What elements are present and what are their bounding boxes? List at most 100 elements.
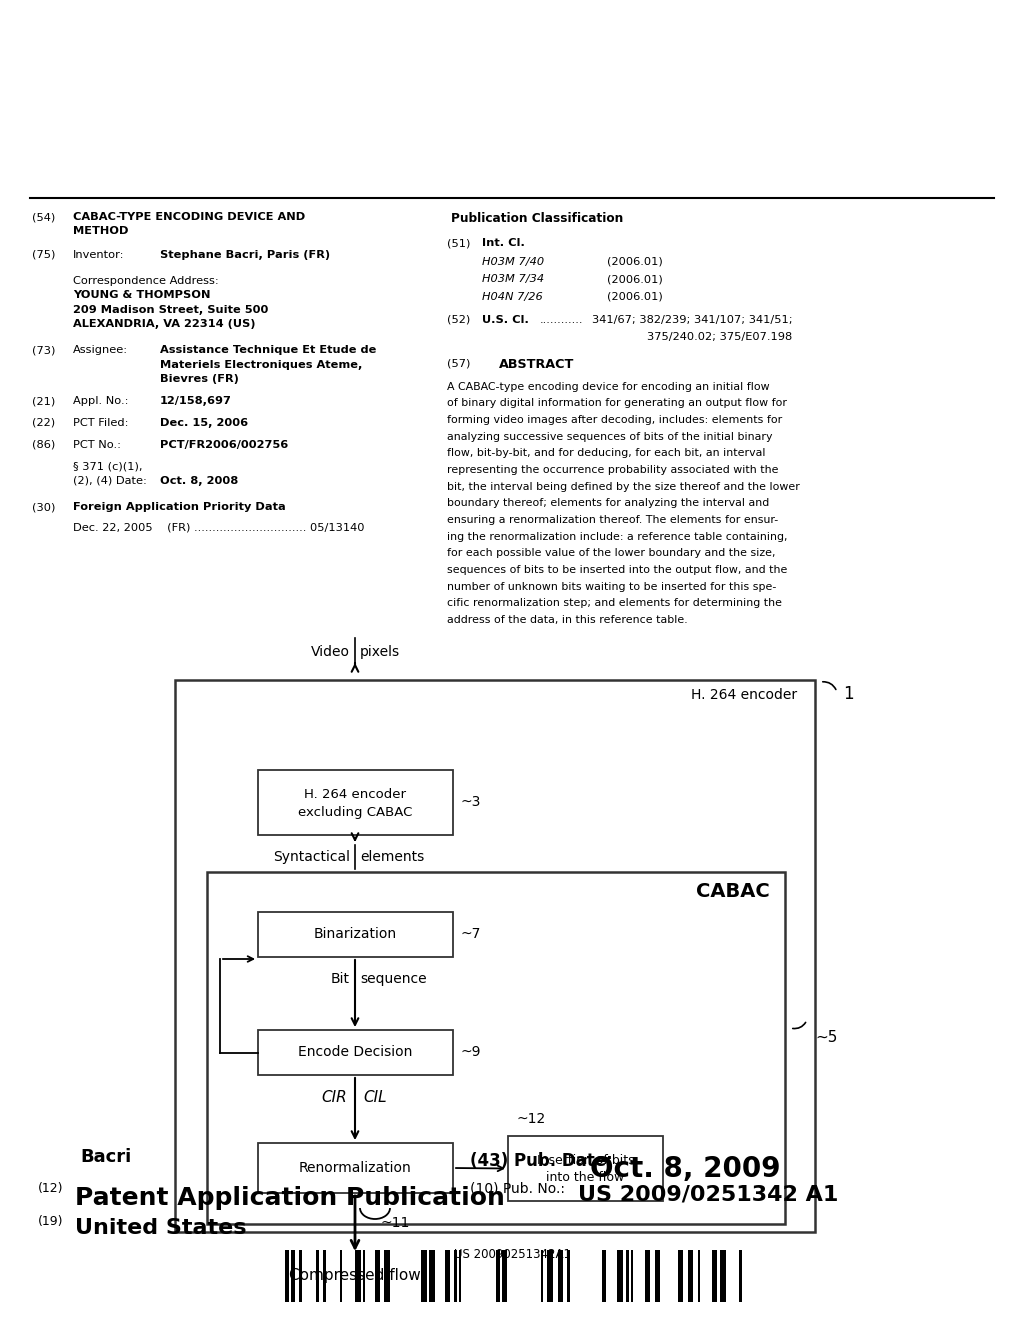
Text: Syntactical: Syntactical [273, 850, 350, 865]
Text: (73): (73) [32, 346, 55, 355]
Text: Inventor:: Inventor: [73, 249, 125, 260]
Bar [617, 1250, 623, 1302]
Bar [375, 1250, 380, 1302]
Text: (52): (52) [447, 315, 470, 325]
Text: Bit: Bit [331, 972, 350, 986]
Text: cific renormalization step; and elements for determining the: cific renormalization step; and elements… [447, 598, 782, 609]
Text: ............: ............ [540, 315, 584, 325]
Text: 12/158,697: 12/158,697 [160, 396, 231, 407]
Text: Assignee:: Assignee: [73, 346, 128, 355]
Bar [547, 1250, 553, 1302]
Bar [720, 1250, 726, 1302]
Text: (19): (19) [38, 1214, 63, 1228]
Bar [258, 770, 453, 836]
Text: H. 264 encoder: H. 264 encoder [691, 688, 797, 702]
Bar [712, 1250, 717, 1302]
Bar [739, 1250, 742, 1302]
Text: address of the data, in this reference table.: address of the data, in this reference t… [447, 615, 688, 626]
Text: (22): (22) [32, 418, 55, 428]
Text: sequence: sequence [360, 972, 427, 986]
Text: for each possible value of the lower boundary and the size,: for each possible value of the lower bou… [447, 548, 775, 558]
Text: ~9: ~9 [461, 1045, 481, 1060]
Text: Dec. 15, 2006: Dec. 15, 2006 [160, 418, 248, 428]
Text: Patent Application Publication: Patent Application Publication [75, 1185, 505, 1210]
Text: METHOD: METHOD [73, 227, 128, 236]
Text: Stephane Bacri, Paris (FR): Stephane Bacri, Paris (FR) [160, 249, 330, 260]
Bar [459, 1250, 461, 1302]
Text: (75): (75) [32, 249, 55, 260]
Text: Video: Video [311, 645, 350, 659]
Text: ensuring a renormalization thereof. The elements for ensur-: ensuring a renormalization thereof. The … [447, 515, 778, 525]
Text: ~12: ~12 [516, 1111, 545, 1126]
Text: (30): (30) [32, 502, 55, 512]
Text: (12): (12) [38, 1181, 63, 1195]
Text: Bievres (FR): Bievres (FR) [160, 375, 239, 384]
Text: CABAC: CABAC [696, 882, 770, 902]
Bar [508, 1137, 663, 1201]
Bar [207, 873, 785, 1224]
Bar [323, 1250, 326, 1302]
Text: U.S. Cl.: U.S. Cl. [482, 315, 528, 325]
Text: 341/67; 382/239; 341/107; 341/51;: 341/67; 382/239; 341/107; 341/51; [592, 315, 793, 325]
Text: Renormalization: Renormalization [299, 1162, 412, 1175]
Bar [631, 1250, 633, 1302]
Text: pixels: pixels [360, 645, 400, 659]
Text: (2006.01): (2006.01) [607, 275, 663, 284]
Text: Foreign Application Priority Data: Foreign Application Priority Data [73, 502, 286, 512]
Bar [541, 1250, 543, 1302]
Text: Int. Cl.: Int. Cl. [482, 238, 525, 248]
Text: ~11: ~11 [380, 1216, 410, 1230]
Text: (2006.01): (2006.01) [607, 292, 663, 302]
Text: forming video images after decoding, includes: elements for: forming video images after decoding, inc… [447, 414, 782, 425]
Text: H03M 7/40: H03M 7/40 [482, 257, 544, 267]
Text: number of unknown bits waiting to be inserted for this spe-: number of unknown bits waiting to be ins… [447, 582, 776, 591]
Text: United States: United States [75, 1218, 247, 1238]
Text: Assistance Technique Et Etude de: Assistance Technique Et Etude de [160, 346, 377, 355]
Text: Oct. 8, 2008: Oct. 8, 2008 [160, 477, 239, 486]
Text: PCT Filed:: PCT Filed: [73, 418, 128, 428]
Bar [384, 1250, 390, 1302]
Bar [445, 1250, 450, 1302]
Text: analyzing successive sequences of bits of the initial binary: analyzing successive sequences of bits o… [447, 432, 772, 442]
Bar [688, 1250, 693, 1302]
Text: US 20090251342A1: US 20090251342A1 [454, 1247, 570, 1261]
Text: (10) Pub. No.:: (10) Pub. No.: [470, 1181, 565, 1196]
Text: A CABAC-type encoding device for encoding an initial flow: A CABAC-type encoding device for encodin… [447, 381, 770, 392]
Text: of binary digital information for generating an output flow for: of binary digital information for genera… [447, 399, 787, 408]
Bar [316, 1250, 319, 1302]
Bar [645, 1250, 650, 1302]
Text: Encode Decision: Encode Decision [298, 1045, 413, 1060]
Text: elements: elements [360, 850, 424, 865]
Text: PCT No.:: PCT No.: [73, 440, 121, 450]
Text: § 371 (c)(1),: § 371 (c)(1), [73, 462, 142, 471]
Text: Publication Classification: Publication Classification [451, 213, 624, 224]
Text: CIR: CIR [322, 1089, 347, 1105]
Bar [558, 1250, 563, 1302]
Bar [698, 1250, 700, 1302]
Text: ing the renormalization include: a reference table containing,: ing the renormalization include: a refer… [447, 532, 787, 541]
Bar [496, 1250, 500, 1302]
Text: ~5: ~5 [815, 1031, 838, 1045]
Bar [299, 1250, 302, 1302]
Text: Dec. 22, 2005    (FR) ............................... 05/13140: Dec. 22, 2005 (FR) .....................… [73, 523, 365, 532]
Text: bit, the interval being defined by the size thereof and the lower: bit, the interval being defined by the s… [447, 482, 800, 491]
Bar [421, 1250, 427, 1302]
Bar [175, 680, 815, 1232]
Text: (43) Pub. Date:: (43) Pub. Date: [470, 1152, 612, 1170]
Text: Appl. No.:: Appl. No.: [73, 396, 128, 407]
Text: ABSTRACT: ABSTRACT [500, 359, 574, 371]
Text: H03M 7/34: H03M 7/34 [482, 275, 544, 284]
Text: H04N 7/26: H04N 7/26 [482, 292, 543, 302]
Text: 375/240.02; 375/E07.198: 375/240.02; 375/E07.198 [647, 333, 793, 342]
Text: CIL: CIL [362, 1089, 387, 1105]
Text: Correspondence Address:: Correspondence Address: [73, 276, 219, 286]
Bar [285, 1250, 289, 1302]
Text: Binarization: Binarization [313, 928, 396, 941]
Text: Compressed flow: Compressed flow [289, 1269, 421, 1283]
Bar [678, 1250, 683, 1302]
Text: Bacri: Bacri [80, 1148, 131, 1166]
Text: Materiels Electroniques Ateme,: Materiels Electroniques Ateme, [160, 360, 362, 370]
Bar [362, 1250, 365, 1302]
Text: (57): (57) [447, 359, 470, 368]
Text: into the flow: into the flow [547, 1171, 625, 1184]
